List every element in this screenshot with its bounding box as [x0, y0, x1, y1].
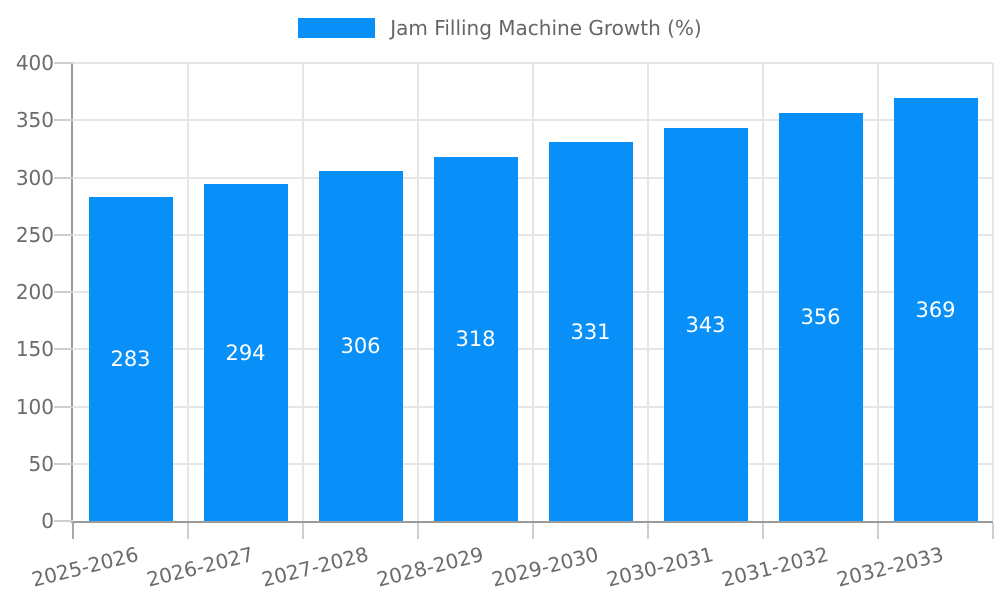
- x-tick-mark: [187, 523, 189, 539]
- bar-value-label: 369: [915, 297, 956, 322]
- y-tick-label: 0: [41, 509, 54, 533]
- legend-series-label: Jam Filling Machine Growth (%): [390, 16, 702, 40]
- x-axis-line: [71, 521, 993, 523]
- bar-value-label: 294: [225, 340, 266, 365]
- y-tick-label: 350: [15, 108, 54, 133]
- y-tick-mark: [54, 348, 73, 351]
- y-tick-label: 400: [15, 51, 54, 75]
- y-tick-label: 50: [28, 451, 54, 476]
- bar[interactable]: 306: [318, 171, 403, 521]
- bar[interactable]: 369: [893, 98, 978, 521]
- legend-color-swatch: [298, 18, 376, 38]
- y-tick-label: 300: [15, 165, 54, 190]
- chart-legend[interactable]: Jam Filling Machine Growth (%): [0, 16, 1000, 40]
- y-tick-mark: [54, 291, 73, 293]
- y-tick-mark: [54, 520, 73, 522]
- y-axis-line: [71, 63, 73, 523]
- bar[interactable]: 356: [778, 113, 863, 521]
- y-tick-mark: [54, 176, 73, 179]
- bar[interactable]: 343: [663, 128, 748, 521]
- bar[interactable]: 283: [88, 197, 173, 521]
- y-tick-label: 100: [15, 394, 54, 419]
- x-tick-mark: [992, 523, 994, 539]
- bar-value-label: 343: [685, 312, 726, 337]
- category-boundary-gridline: [762, 63, 764, 521]
- y-tick-mark: [54, 233, 73, 236]
- category-boundary-gridline: [877, 63, 879, 521]
- y-tick-mark: [54, 119, 73, 122]
- y-tick-mark: [54, 62, 73, 64]
- bar-value-label: 318: [455, 327, 496, 351]
- bar-value-label: 356: [800, 305, 841, 329]
- category-boundary-gridline: [532, 63, 534, 521]
- bar[interactable]: 294: [203, 184, 288, 521]
- plot-area: 0 50 100 150 200 250 300 350 400 283 2025-2026 294 2…: [16, 51, 994, 592]
- category-boundary-gridline: [992, 63, 994, 521]
- x-tick-mark: [877, 523, 879, 539]
- x-tick-mark: [647, 523, 649, 539]
- category-boundary-gridline: [302, 63, 304, 521]
- category-boundary-gridline: [187, 63, 189, 521]
- y-tick-label: 250: [15, 222, 54, 247]
- bar[interactable]: 331: [548, 142, 633, 521]
- bar-value-label: 331: [570, 319, 611, 344]
- bar-value-label: 283: [110, 347, 151, 371]
- category-boundary-gridline: [647, 63, 649, 521]
- category-boundary-gridline: [417, 63, 419, 521]
- x-tick-mark: [762, 523, 764, 539]
- x-tick-mark: [72, 523, 74, 539]
- x-tick-mark: [417, 523, 419, 539]
- x-tick-mark: [532, 523, 534, 539]
- bar-value-label: 306: [340, 334, 381, 358]
- y-tick-mark: [54, 462, 73, 465]
- bar[interactable]: 318: [433, 157, 518, 521]
- x-tick-mark: [302, 523, 304, 539]
- y-tick-mark: [54, 405, 73, 408]
- y-tick-label: 200: [15, 280, 54, 304]
- y-tick-label: 150: [15, 337, 54, 362]
